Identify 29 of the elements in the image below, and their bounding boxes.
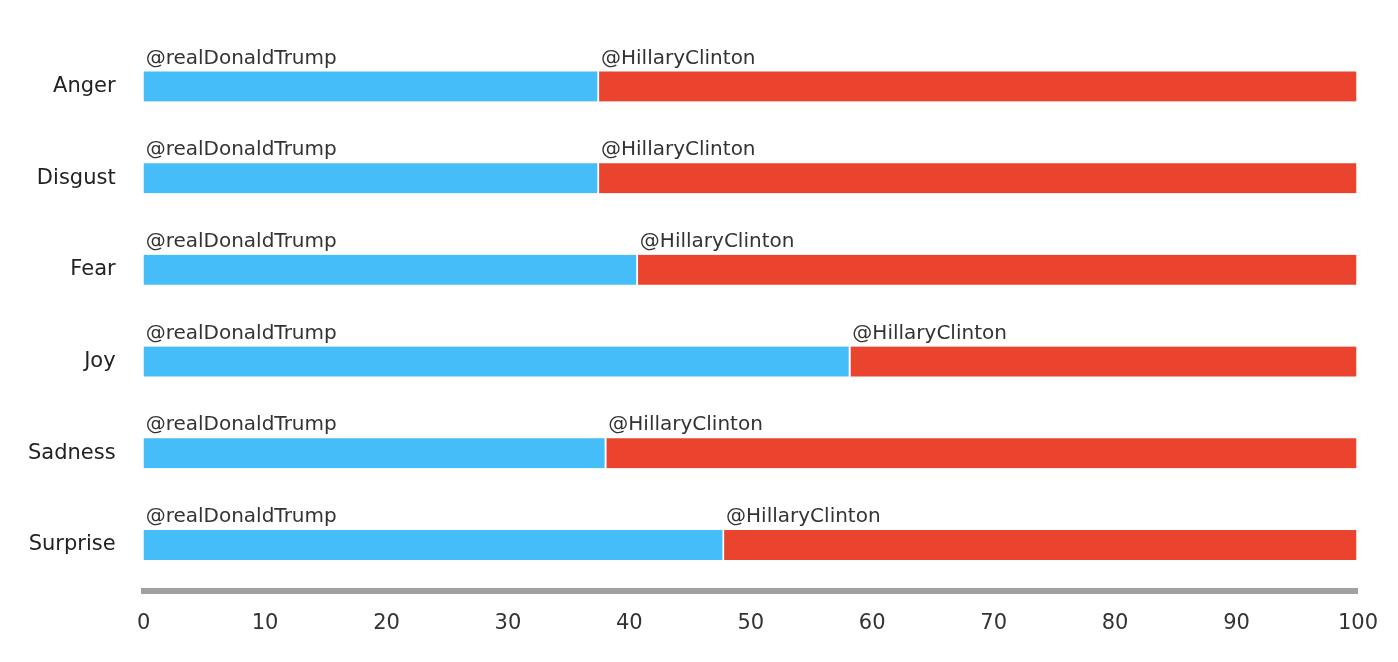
x-tick-label: 40 [616,609,643,634]
x-tick-label: 30 [494,609,522,634]
text: @realDonaldTrump [145,136,337,161]
y-tick-label: Disgust [36,164,116,189]
x-tick-label: 90 [1223,609,1250,634]
text: @HillaryClinton [608,411,763,436]
x-tick-label: 80 [1101,609,1129,634]
text: @HillaryClinton [726,503,881,528]
y-tick-label: Joy [82,348,116,372]
x-tick-label: 70 [980,609,1008,634]
text: @realDonaldTrump [145,319,337,344]
x-tick-label: 50 [737,609,765,634]
y-tick-label: Surprise [28,531,116,556]
series-label: @realDonaldTrump [145,44,337,69]
y-tick-label: Anger [53,72,116,97]
x-tick-label: 10 [251,609,279,634]
series-label: @HillaryClinton [601,44,756,69]
y-tick-label: Sadness [28,439,116,464]
text: @realDonaldTrump [145,503,337,528]
text: @realDonaldTrump [145,411,337,436]
y-tick-label: Fear [70,256,116,281]
x-tick-label: 100 [1337,609,1379,634]
text: @HillaryClinton [852,319,1007,344]
x-tick-label: 20 [373,609,400,634]
x-tick-label: 0 [136,609,151,634]
x-tick-label: 60 [858,609,886,634]
text: @realDonaldTrump [145,228,337,253]
text: @HillaryClinton [601,136,756,161]
text: @HillaryClinton [639,228,795,253]
